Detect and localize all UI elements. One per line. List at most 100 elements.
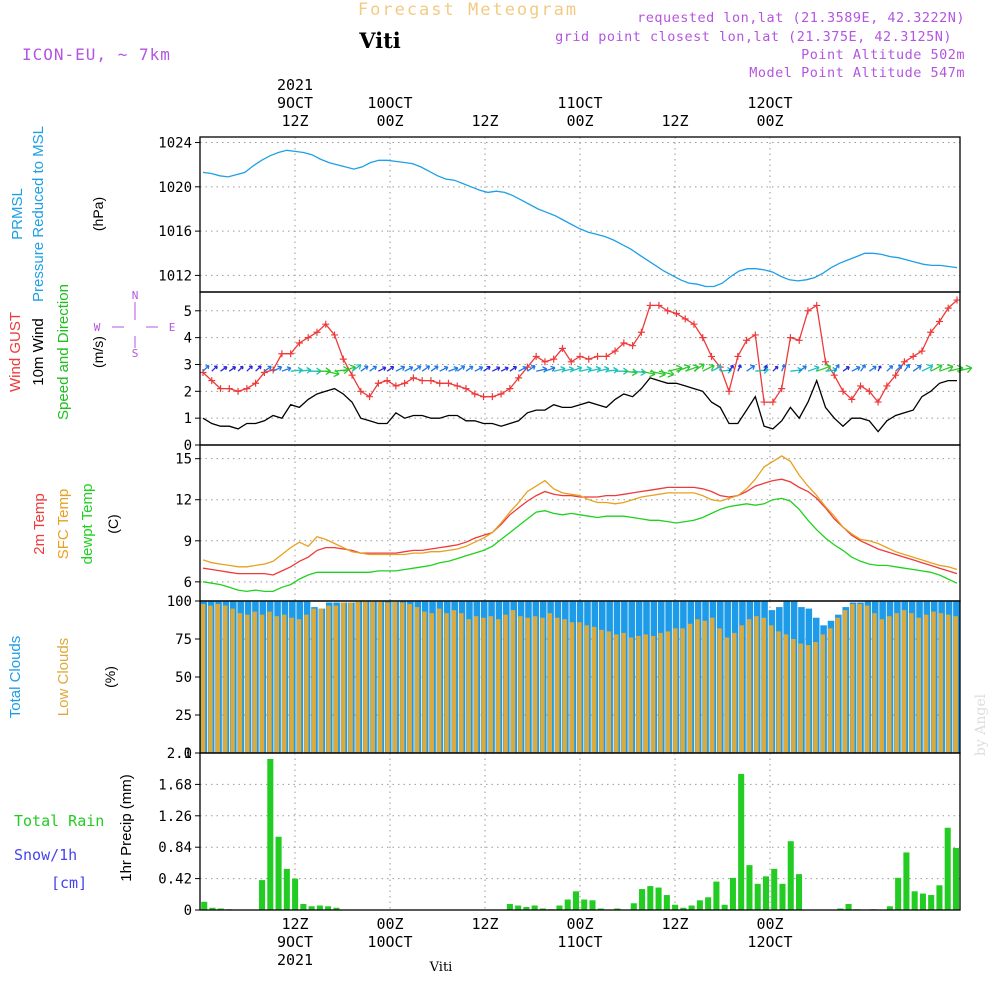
- rain-bar: [837, 908, 844, 910]
- gust-marker: [865, 387, 873, 395]
- top-time-label: 12OCT: [747, 94, 792, 112]
- y-tick-label: 9: [184, 534, 192, 550]
- gust-marker: [217, 385, 225, 393]
- gust-marker: [497, 390, 505, 398]
- wind-direction-arrow: [500, 366, 509, 372]
- low-cloud-bar: [392, 601, 398, 753]
- gust-marker: [313, 328, 321, 336]
- rain-bar: [564, 899, 571, 910]
- y-tick-label: 0: [184, 746, 192, 762]
- gust-marker: [629, 342, 637, 350]
- gust-marker: [225, 385, 233, 393]
- rain-bar: [581, 899, 588, 910]
- gust-marker: [594, 352, 602, 360]
- low-cloud-bar: [621, 632, 626, 753]
- rain-bar: [325, 906, 332, 910]
- low-cloud-bar: [444, 613, 449, 753]
- wind-direction-arrow: [912, 364, 922, 372]
- gust-marker: [401, 379, 409, 387]
- bottom-time-label: 12OCT: [747, 933, 792, 951]
- rain-bar: [300, 904, 307, 910]
- low-cloud-bar: [481, 617, 486, 753]
- y-axis-label: PRMSL: [9, 188, 26, 240]
- rain-bar: [919, 893, 926, 910]
- low-cloud-bar: [636, 635, 641, 753]
- gust-marker: [909, 352, 917, 360]
- rain-bar: [903, 852, 910, 910]
- gust-marker: [409, 374, 417, 382]
- model-label: ICON-EU, ~ 7km: [22, 45, 171, 64]
- gust-marker: [637, 328, 645, 336]
- gust-marker: [462, 385, 470, 393]
- gust-marker: [453, 382, 461, 390]
- low-cloud-bar: [665, 631, 671, 753]
- bottom-time-label: 9OCT: [277, 933, 313, 951]
- rain-bar: [754, 883, 761, 910]
- low-cloud-bar: [525, 617, 530, 753]
- gust-marker: [751, 331, 759, 339]
- wind-direction-arrow: [290, 366, 303, 374]
- wind-direction-arrow: [833, 364, 840, 372]
- rain-bar: [952, 847, 959, 910]
- rain-bar: [589, 900, 596, 910]
- wind-direction-arrow: [228, 366, 237, 372]
- series-line-2m-temp: [202, 478, 958, 576]
- low-cloud-bar: [422, 611, 427, 753]
- y-tick-label: 1.26: [158, 809, 192, 825]
- wind-direction-arrow: [842, 366, 850, 372]
- y-tick-label: 6: [184, 575, 192, 591]
- low-cloud-bar: [901, 610, 907, 753]
- rain-bar: [283, 868, 290, 910]
- gust-marker: [874, 398, 882, 406]
- wind-direction-arrow: [395, 365, 406, 372]
- low-cloud-bar: [510, 610, 516, 753]
- low-cloud-bar: [717, 628, 722, 753]
- wind-direction-arrow: [772, 365, 779, 372]
- wind-direction-arrow: [903, 363, 910, 372]
- wind-direction-arrow: [886, 365, 894, 372]
- gust-marker: [611, 347, 619, 355]
- panel-wind: 0 1 2 3 4 5 Wind GUST 10m Wind Speed and Directi…: [7, 284, 973, 454]
- rain-bar: [680, 907, 687, 910]
- bottom-time-label: 12Z: [471, 915, 498, 933]
- wind-direction-arrow: [430, 365, 439, 372]
- y-axis-unit: (m/s): [90, 336, 106, 368]
- gust-marker: [234, 387, 242, 395]
- gust-marker: [322, 320, 330, 328]
- top-time-label: 2021: [277, 76, 313, 94]
- main-title: Forecast Meteogram: [358, 0, 578, 20]
- low-cloud-bar: [805, 645, 811, 753]
- low-cloud-bar: [223, 605, 228, 753]
- gust-marker: [944, 304, 952, 312]
- low-cloud-bar: [850, 604, 855, 753]
- rain-bar: [597, 908, 604, 910]
- wind-direction-arrow: [351, 364, 362, 372]
- bottom-time-label: 11OCT: [557, 933, 602, 951]
- top-time-label: 00Z: [566, 112, 593, 130]
- low-cloud-bar: [887, 616, 892, 753]
- wind-direction-arrow: [246, 365, 253, 372]
- y-axis-label: Low Clouds: [55, 638, 72, 716]
- low-cloud-bar: [687, 623, 693, 753]
- y-tick-label: 1012: [158, 268, 192, 284]
- y-axis-label: 1hr Precip (mm): [118, 774, 135, 882]
- low-cloud-bar: [872, 613, 877, 753]
- wind-direction-arrow: [211, 365, 218, 372]
- wind-direction-arrow: [492, 366, 501, 372]
- gust-marker: [786, 334, 794, 342]
- gust-marker: [357, 387, 365, 395]
- rain-bar: [333, 907, 340, 910]
- compass-west: W: [94, 321, 101, 334]
- gust-marker: [287, 350, 295, 358]
- rain-bar: [655, 887, 662, 910]
- panel-pressure: 1012 1016 1020 1024 PRMSL Pressure Reduced to…: [9, 126, 961, 302]
- bottom-time-label: 00Z: [566, 915, 593, 933]
- series-line-prmsl: [202, 149, 958, 288]
- gust-marker: [383, 377, 391, 385]
- wind-direction-arrow: [386, 365, 395, 372]
- gust-marker: [199, 369, 207, 377]
- low-cloud-bar: [894, 613, 899, 753]
- rain-bar: [209, 907, 216, 910]
- wind-direction-arrow: [711, 364, 723, 372]
